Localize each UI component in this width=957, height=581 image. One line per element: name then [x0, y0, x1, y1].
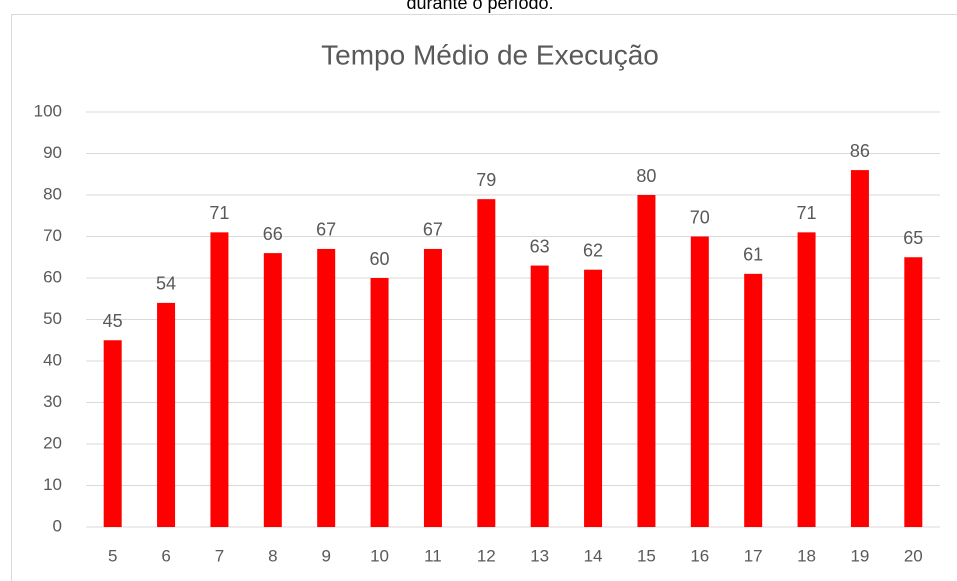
chart-title: Tempo Médio de Execução [321, 39, 659, 70]
x-tick-label: 15 [637, 546, 656, 565]
data-label: 65 [903, 228, 923, 248]
x-tick-label: 14 [584, 546, 603, 565]
data-label: 62 [583, 240, 603, 260]
x-tick-label: 11 [424, 546, 442, 565]
bar [744, 273, 763, 527]
y-tick-label: 0 [53, 516, 62, 535]
data-label: 54 [156, 274, 176, 294]
bar [797, 232, 816, 527]
x-tick-label: 7 [215, 546, 224, 565]
bar [637, 195, 656, 527]
y-tick-label: 30 [43, 392, 62, 411]
y-tick-label: 90 [43, 143, 62, 162]
data-label: 71 [797, 203, 817, 223]
data-label: 71 [209, 203, 229, 223]
bar [584, 269, 603, 527]
x-tick-label: 18 [797, 546, 816, 565]
x-tick-label: 13 [530, 546, 549, 565]
y-tick-label: 60 [43, 267, 62, 286]
data-label: 63 [530, 236, 550, 256]
data-label: 67 [316, 220, 336, 240]
data-label: 60 [370, 249, 390, 269]
chart-border [11, 14, 957, 581]
y-tick-label: 10 [43, 475, 62, 494]
data-label: 70 [690, 207, 710, 227]
data-label: 45 [103, 311, 123, 331]
bar [317, 248, 336, 527]
bar [477, 199, 496, 527]
bar [210, 232, 229, 527]
x-tick-label: 8 [268, 546, 277, 565]
data-label: 79 [476, 170, 496, 190]
bar [103, 340, 122, 527]
x-tick-label: 6 [161, 546, 170, 565]
x-tick-label: 19 [850, 546, 869, 565]
x-tick-label: 20 [904, 546, 923, 565]
data-label: 67 [423, 220, 443, 240]
caption-fragment: durante o período. [406, 0, 553, 13]
x-tick-label: 5 [108, 546, 117, 565]
bar [423, 248, 442, 527]
data-label: 86 [850, 141, 870, 161]
x-tick-label: 9 [321, 546, 330, 565]
y-tick-label: 20 [43, 433, 62, 452]
bar [530, 265, 549, 527]
y-tick-label: 70 [43, 226, 62, 245]
y-tick-label: 40 [43, 350, 62, 369]
bar [904, 257, 923, 527]
y-tick-label: 80 [43, 184, 62, 203]
bar [263, 253, 282, 527]
data-label: 61 [743, 245, 763, 265]
y-tick-label: 100 [34, 101, 62, 120]
x-tick-label: 12 [477, 546, 496, 565]
bar [370, 278, 389, 527]
x-tick-label: 10 [370, 546, 389, 565]
bar [690, 236, 709, 527]
x-tick-label: 17 [744, 546, 763, 565]
x-tick-label: 16 [690, 546, 709, 565]
data-label: 66 [263, 224, 283, 244]
bar [850, 170, 869, 527]
data-label: 80 [636, 166, 656, 186]
bar [157, 302, 176, 527]
y-tick-label: 50 [43, 309, 62, 328]
